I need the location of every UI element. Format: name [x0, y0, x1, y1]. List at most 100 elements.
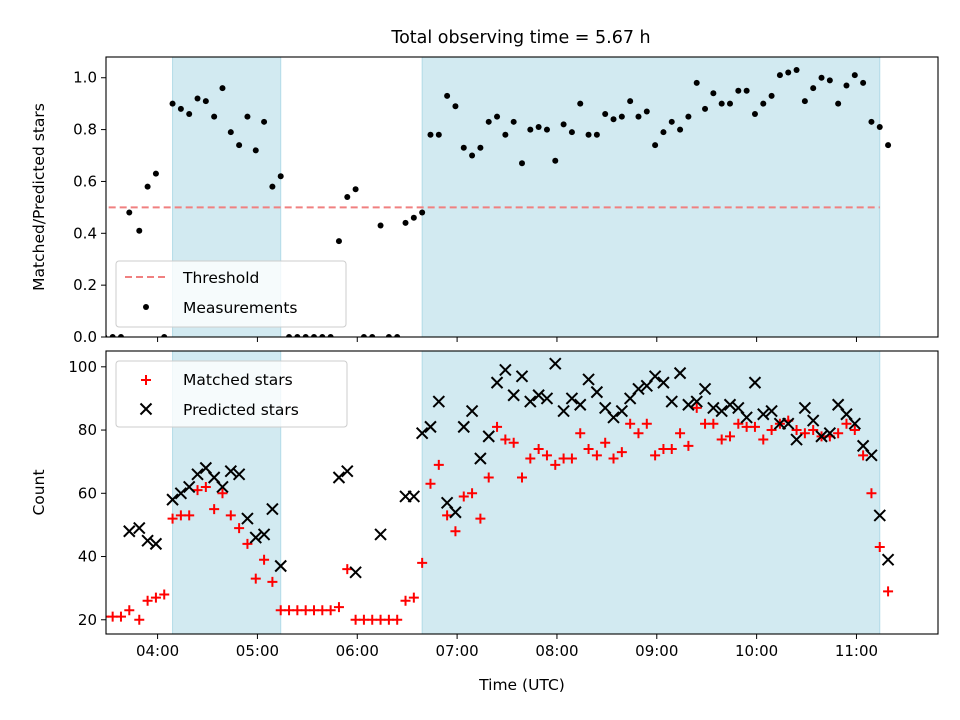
data-point — [577, 100, 584, 107]
legend-box — [115, 360, 348, 428]
data-point — [502, 131, 509, 138]
x-tick-label: 10:00 — [735, 642, 778, 660]
data-point — [648, 370, 662, 383]
data-point — [585, 131, 592, 138]
data-point — [532, 389, 545, 402]
x-tick-label: 09:00 — [635, 642, 678, 660]
top-panel: 0.0 0.2 0.4 0.6 0.8 1.0 Matched/Predicted star… — [30, 56, 939, 346]
data-point — [666, 444, 677, 455]
legend-matched-swatch — [141, 375, 151, 385]
series-predicted-stars — [123, 357, 895, 579]
data-point — [332, 471, 346, 484]
data-point — [377, 222, 384, 229]
data-point — [806, 414, 820, 427]
data-point — [325, 605, 336, 616]
data-point — [760, 100, 767, 107]
data-point — [660, 129, 667, 136]
legend-predicted-swatch — [139, 402, 153, 416]
data-point — [565, 392, 579, 405]
data-point — [294, 334, 301, 337]
x-tick-label: 06:00 — [336, 642, 379, 660]
data-point — [841, 418, 852, 429]
data-point — [267, 576, 278, 587]
data-point — [494, 113, 501, 120]
x-axis: 04:00 05:00 06:00 07:00 08:00 09:00 10:00 11:00 — [136, 634, 878, 660]
legend-predicted-label: Predicted stars — [183, 401, 299, 419]
data-point — [349, 566, 362, 579]
data-point — [174, 487, 188, 500]
data-point — [858, 450, 869, 461]
data-point — [482, 430, 495, 443]
data-point — [123, 525, 136, 538]
data-point — [749, 421, 760, 432]
legend-threshold-label: Threshold — [182, 269, 259, 287]
data-point — [424, 420, 437, 434]
data-point — [790, 433, 803, 446]
data-point — [499, 363, 512, 377]
data-point — [442, 510, 453, 521]
data-point — [540, 392, 554, 405]
data-point — [625, 418, 636, 429]
data-point — [159, 589, 170, 600]
data-point — [823, 427, 837, 440]
data-point — [615, 404, 629, 418]
data-point — [161, 334, 168, 337]
data-point — [543, 126, 550, 133]
y-axis-label: Matched/Predicted stars — [30, 103, 48, 291]
data-point — [432, 395, 446, 408]
data-point — [668, 118, 675, 125]
data-point — [109, 334, 116, 337]
data-point — [751, 111, 758, 118]
data-point — [885, 142, 892, 149]
data-point — [550, 459, 561, 470]
data-point — [341, 464, 354, 478]
data-point — [652, 142, 659, 149]
data-point — [236, 142, 243, 149]
data-point — [311, 334, 317, 337]
data-point — [191, 468, 204, 481]
data-point — [144, 183, 151, 190]
data-point — [533, 444, 544, 455]
data-point — [883, 586, 894, 597]
data-point — [252, 147, 259, 154]
data-point — [515, 370, 529, 383]
data-point — [643, 108, 650, 115]
data-point — [490, 376, 504, 389]
y-tick-label: 20 — [78, 611, 97, 629]
data-point — [449, 506, 462, 519]
data-point — [718, 100, 725, 107]
data-point — [727, 100, 733, 107]
data-point — [227, 129, 234, 136]
data-point — [808, 425, 819, 436]
data-point — [360, 334, 367, 337]
data-point — [849, 425, 860, 436]
x-axis — [157, 337, 857, 342]
data-point — [209, 504, 220, 515]
data-point — [149, 537, 163, 551]
data-point — [234, 523, 245, 534]
y-tick-label: 0.0 — [73, 328, 97, 346]
data-point — [133, 521, 146, 535]
data-point — [768, 92, 775, 99]
data-point — [560, 121, 567, 128]
data-point — [219, 85, 226, 92]
data-point — [690, 395, 703, 408]
data-point — [216, 480, 229, 494]
data-point — [785, 69, 792, 76]
series-measurements — [106, 66, 892, 337]
data-point — [302, 334, 309, 337]
data-point — [798, 401, 812, 415]
data-point — [641, 418, 652, 429]
data-point — [467, 488, 478, 499]
data-point — [182, 480, 196, 494]
data-point — [141, 534, 154, 547]
data-point — [710, 90, 717, 97]
shaded-interval — [421, 351, 881, 634]
x-tick-label: 07:00 — [435, 642, 478, 660]
data-point — [541, 450, 552, 461]
y-tick-label: 1.0 — [73, 69, 97, 87]
data-point — [665, 395, 678, 408]
x-tick-label: 11:00 — [835, 642, 878, 660]
legend-matched-label: Matched stars — [183, 371, 293, 389]
data-point — [682, 398, 695, 411]
